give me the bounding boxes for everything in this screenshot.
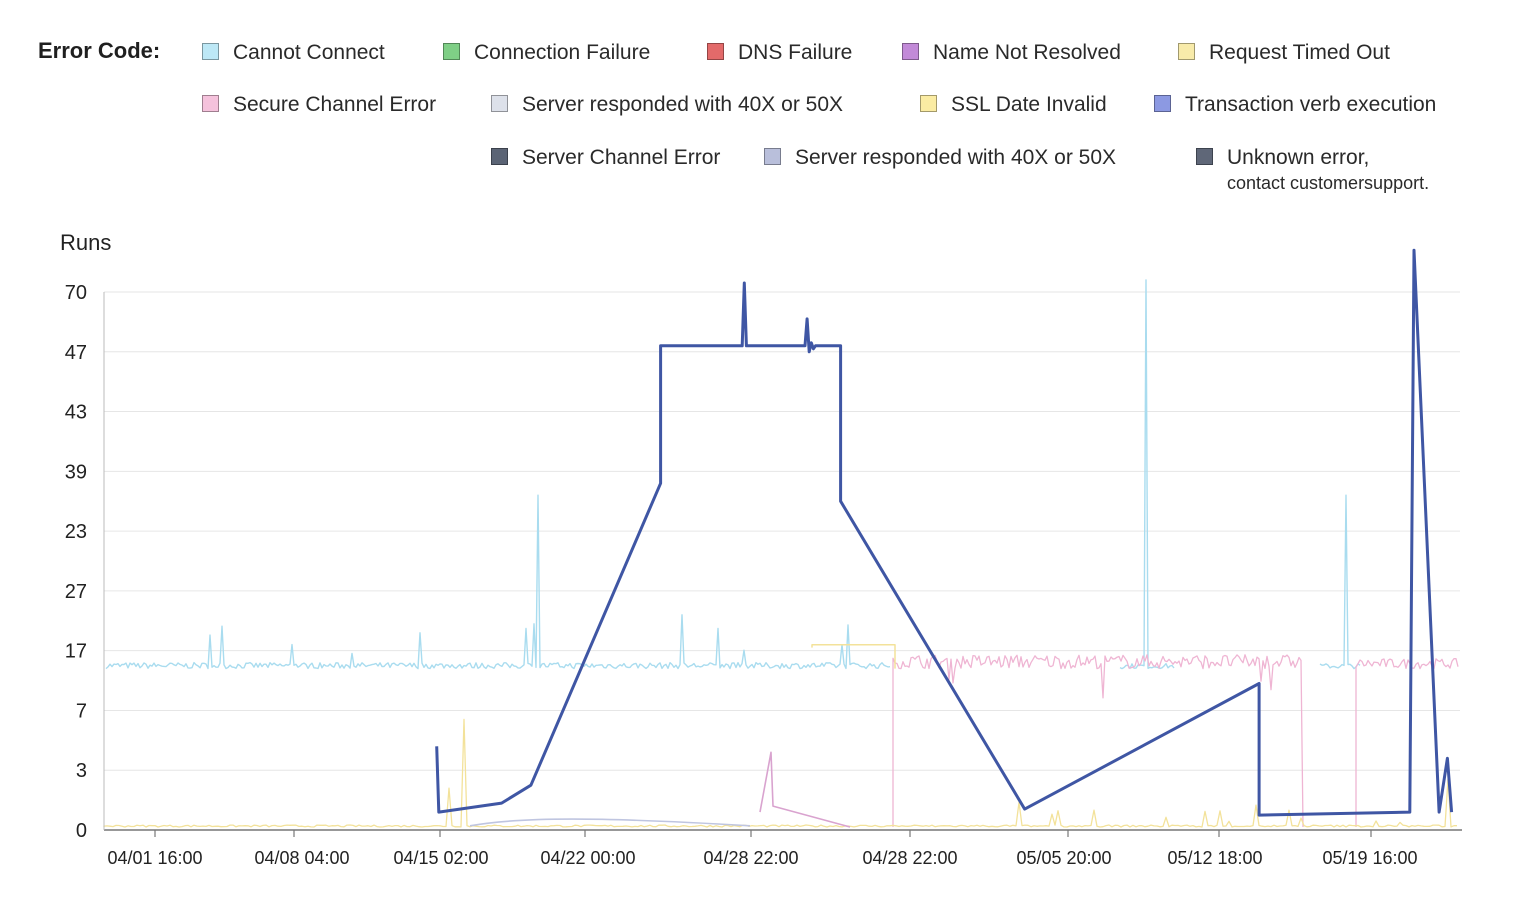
legend-label: Secure Channel Error — [233, 93, 437, 116]
y-tick-label: 47 — [65, 342, 87, 364]
series-ssl-date-invalid — [811, 643, 896, 669]
legend-item-cannot-connect[interactable]: Cannot Connect — [202, 40, 385, 66]
main-series — [435, 248, 1454, 817]
swatch-server-40x-50x-b — [764, 148, 781, 165]
x-tick-label: 04/08 04:00 — [254, 848, 349, 868]
grid — [104, 291, 1460, 771]
legend-item-server-channel-error[interactable]: Server Channel Error — [491, 145, 720, 171]
legend-item-connection-failure[interactable]: Connection Failure — [443, 40, 650, 66]
y-tick-label: 43 — [65, 402, 87, 424]
legend-label: Server responded with 40X or 50X — [522, 93, 844, 116]
x-tick-label: 04/28 22:00 — [862, 848, 957, 868]
legend-label: Unknown error, contact customersupport. — [1227, 145, 1429, 195]
legend-item-secure-channel-error[interactable]: Secure Channel Error — [202, 92, 436, 118]
legend-label: Server responded with 40X or 50X — [795, 146, 1117, 169]
x-tick-label: 05/12 18:00 — [1167, 848, 1262, 868]
legend-label: Transaction verb execution — [1185, 93, 1437, 116]
x-tick-label: 05/05 20:00 — [1016, 848, 1111, 868]
swatch-server-channel-error — [491, 148, 508, 165]
y-tick-labels: 0 3 7 17 27 23 39 43 47 70 — [65, 282, 87, 842]
legend-item-transaction-verb[interactable]: Transaction verb execution — [1154, 92, 1436, 118]
series-request-timed-out — [103, 718, 1457, 828]
legend-label: Server Channel Error — [522, 146, 721, 169]
swatch-unknown-error — [1196, 148, 1213, 165]
legend-item-server-40x-50x-b[interactable]: Server responded with 40X or 50X — [764, 145, 1116, 171]
legend-label: Cannot Connect — [233, 41, 385, 64]
legend-label: SSL Date Invalid — [951, 93, 1107, 116]
y-tick-label: 17 — [65, 641, 87, 663]
legend-label: DNS Failure — [738, 41, 853, 64]
legend-label: Name Not Resolved — [933, 41, 1121, 64]
y-tick-label: 7 — [76, 700, 87, 722]
swatch-cannot-connect — [202, 43, 219, 60]
legend-item-dns-failure[interactable]: DNS Failure — [707, 40, 852, 66]
y-tick-label: 39 — [65, 461, 87, 483]
x-tick-label: 05/19 16:00 — [1322, 848, 1417, 868]
legend-item-unknown-error[interactable]: Unknown error, contact customersupport. — [1196, 145, 1429, 195]
legend-item-request-timed-out[interactable]: Request Timed Out — [1178, 40, 1390, 66]
series-name-not-resolved — [759, 751, 851, 828]
legend-label: Connection Failure — [474, 41, 651, 64]
legend-item-ssl-date-invalid[interactable]: SSL Date Invalid — [920, 92, 1107, 118]
series-secure-channel-error — [892, 654, 1304, 828]
series-server-40x-50x — [469, 818, 751, 827]
series-secure-channel-error-end — [1355, 657, 1459, 828]
swatch-dns-failure — [707, 43, 724, 60]
x-tick-label: 04/01 16:00 — [107, 848, 202, 868]
y-tick-label: 3 — [76, 760, 87, 782]
legend-item-server-40x-50x-a[interactable]: Server responded with 40X or 50X — [491, 92, 843, 118]
swatch-name-not-resolved — [902, 43, 919, 60]
swatch-transaction-verb — [1154, 95, 1171, 112]
background-series — [103, 279, 1459, 828]
series-cannot-connect-late — [1119, 279, 1175, 670]
swatch-connection-failure — [443, 43, 460, 60]
x-tick-labels: 04/01 16:00 04/08 04:00 04/15 02:00 04/22 0… — [107, 830, 1418, 868]
y-tick-label: 23 — [65, 521, 87, 543]
y-tick-label: 70 — [65, 282, 87, 304]
swatch-ssl-date-invalid — [920, 95, 937, 112]
y-tick-label: 0 — [76, 820, 87, 842]
y-axis-title: Runs — [60, 230, 112, 255]
legend-label-main: Unknown error, — [1227, 146, 1370, 169]
x-tick-label: 04/28 22:00 — [703, 848, 798, 868]
y-tick-label: 27 — [65, 581, 87, 603]
series-cannot-connect-end — [1319, 494, 1361, 670]
series-line-unknown-error — [435, 248, 1454, 817]
legend-label: Request Timed Out — [1209, 41, 1390, 64]
swatch-secure-channel-error — [202, 95, 219, 112]
swatch-request-timed-out — [1178, 43, 1195, 60]
swatch-server-40x-50x-a — [491, 95, 508, 112]
legend-label-sub: contact customersupport. — [1227, 173, 1430, 193]
legend-title: Error Code: — [38, 38, 161, 63]
x-tick-label: 04/22 00:00 — [540, 848, 635, 868]
series-cannot-connect — [105, 494, 891, 670]
x-tick-label: 04/15 02:00 — [393, 848, 488, 868]
legend-item-name-not-resolved[interactable]: Name Not Resolved — [902, 40, 1121, 66]
